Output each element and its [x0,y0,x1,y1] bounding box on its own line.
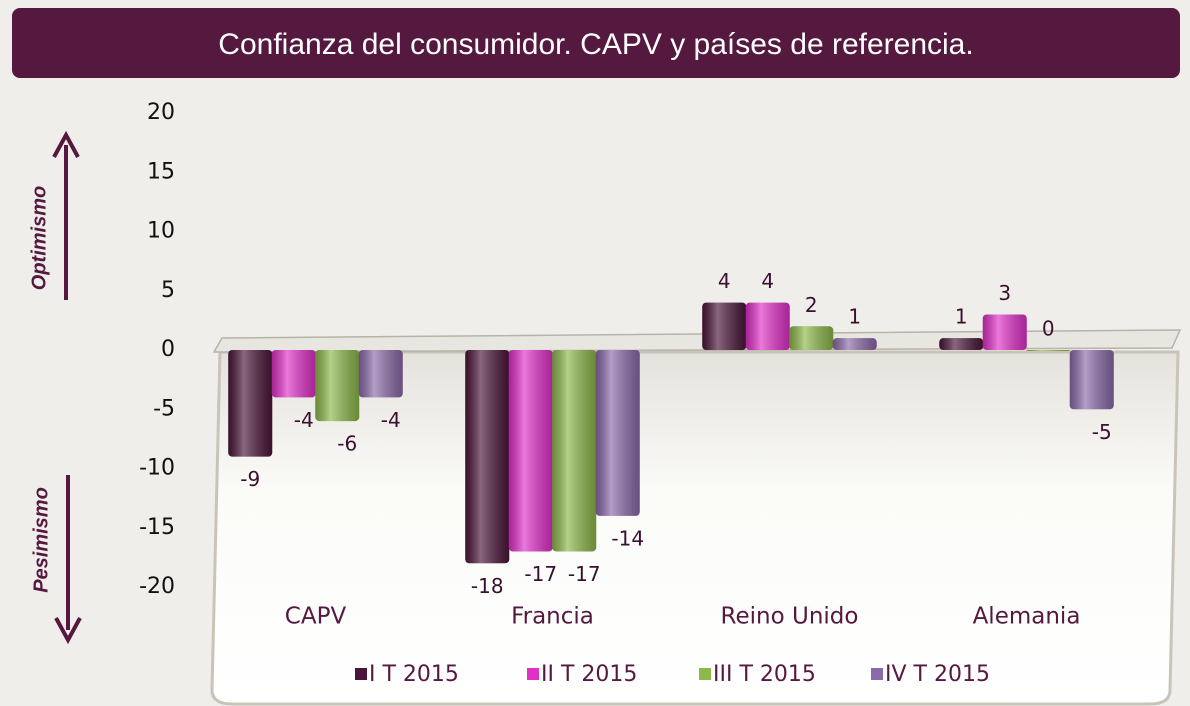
data-label: 4 [718,269,731,293]
data-label: 0 [1042,317,1055,341]
bar-shine [552,350,597,552]
bar-shine [271,350,316,398]
bar-shine [832,338,877,350]
arrow-head [52,130,80,158]
data-label: 4 [761,269,774,293]
legend-label: I T 2015 [369,662,459,687]
bar-shine [789,326,834,350]
x-tick-label: Francia [511,604,594,630]
data-label: 1 [848,305,861,329]
legend-swatch [871,668,883,680]
arrow-head [54,617,82,645]
annotation: Optimismo [28,186,50,290]
bar-shine [1069,350,1114,410]
data-label: -17 [524,562,557,586]
bar-shine [1026,350,1071,351]
y-tick-label: -5 [153,396,175,421]
y-tick-label: 10 [147,219,175,244]
data-label: -4 [294,408,314,432]
floor [212,329,1182,353]
data-label: -4 [381,408,401,432]
x-tick-label: CAPV [285,604,347,630]
data-label: 3 [998,281,1011,305]
legend-label: II T 2015 [541,662,637,687]
bar-shine [358,350,403,398]
data-label: -6 [337,432,357,456]
data-label: -18 [471,574,504,598]
data-label: -5 [1092,420,1112,444]
legend-label: IV T 2015 [885,662,990,687]
data-label: -17 [568,562,601,586]
panel [210,350,1180,706]
data-label: 1 [955,305,968,329]
bar-shine [228,350,273,457]
y-tick-label: 5 [161,278,175,303]
bar-shine [508,350,553,552]
y-tick-label: 0 [161,337,175,362]
x-tick-label: Reino Unido [721,604,859,630]
bar-shine [465,350,510,564]
bar-shine [315,350,360,422]
x-tick-label: Alemania [973,604,1081,630]
legend-label: III T 2015 [713,662,816,687]
bar-shine [939,338,984,350]
y-tick-label: 15 [147,159,175,184]
chart-title: Confianza del consumidor. CAPV y países … [218,28,973,61]
data-label: 2 [805,293,818,317]
annotation: Pesimismo [30,487,52,593]
y-tick-label: -20 [139,574,175,599]
y-tick-label: -15 [139,515,175,540]
y-tick-label: 20 [147,100,175,125]
data-label: -14 [611,526,644,550]
bar-shine [745,302,790,350]
legend-swatch [699,668,711,680]
bar-shine [702,302,747,350]
bar-shine [982,314,1027,350]
legend-swatch [527,668,539,680]
y-tick-label: -10 [139,456,175,481]
title-bar [12,8,1180,78]
bar-shine [595,350,640,516]
legend-swatch [355,668,367,680]
data-label: -9 [240,467,260,491]
